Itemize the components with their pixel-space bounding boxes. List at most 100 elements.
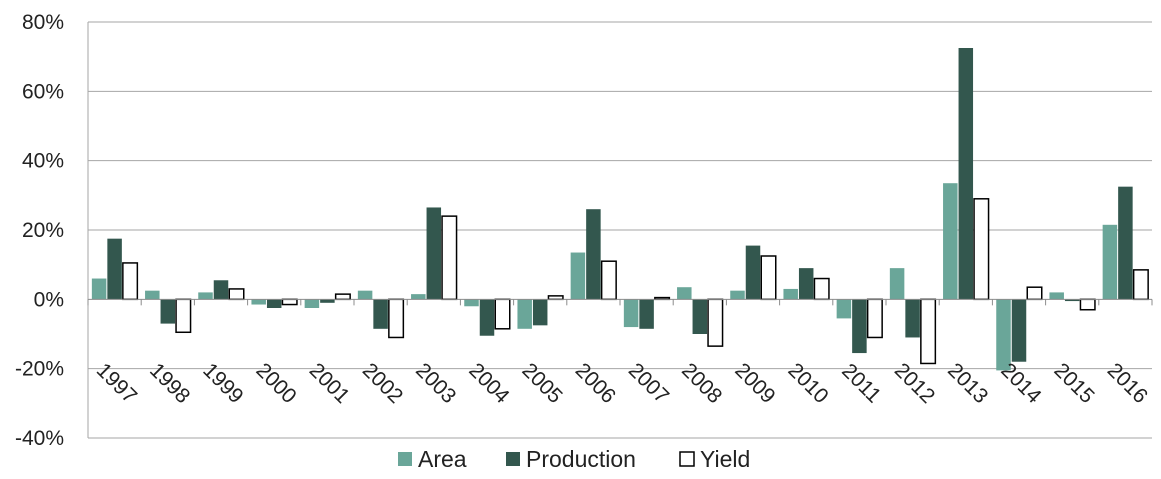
bar-production [479,299,495,336]
x-tick-label: 2010 [783,359,832,408]
legend-item-production: Production [506,446,636,472]
x-tick-label: 1999 [198,359,247,408]
bar-yield [1132,269,1149,301]
bar-yield [494,298,511,330]
bar-yield [441,215,458,301]
x-tick-label: 1998 [145,359,194,408]
bar-yield [600,260,617,301]
bar-production [905,299,920,338]
axes [87,22,1153,438]
bar-area [623,299,639,328]
x-axis-ticks: 1997 1998 1999 2000 2001 2002 2003 2004 2005 2006… [92,359,1152,409]
bar-yield [388,298,405,339]
bar-area [943,183,958,300]
legend-item-area: Area [398,446,467,472]
x-tick-label: 2012 [890,359,939,408]
x-tick-label: 2015 [1049,359,1098,408]
y-tick-label: -20% [15,358,64,381]
y-tick-label: 60% [22,80,64,103]
bar-area [1102,224,1118,300]
bar-production [426,207,442,300]
bar-yield [122,262,139,301]
x-tick-label: 1997 [92,359,141,408]
bar-yield [760,255,777,301]
bar-production [1118,186,1133,300]
bar-yield [866,298,883,339]
x-tick-label: 2002 [358,359,407,408]
y-tick-label: 20% [22,219,64,242]
legend-swatch [506,452,520,466]
bar-area [783,288,798,300]
legend-swatch [679,451,695,467]
bar-area [198,292,213,300]
bar-production [692,299,708,334]
bar-production [373,299,388,329]
bar-production [586,209,601,300]
bar-yield [1079,298,1096,311]
bar-area [91,278,107,300]
bar-yield [813,277,830,301]
bar-area [464,299,479,307]
y-tick-label: 0% [34,288,64,311]
y-tick-label: 40% [22,150,64,173]
x-tick-label: 2014 [996,359,1046,409]
bar-area [836,299,852,319]
bar-production [852,299,867,354]
bar-area [145,290,160,300]
bar-production [1011,299,1027,362]
x-tick-label: 2008 [677,359,726,408]
bar-production [1064,299,1080,302]
bar-production [532,299,548,326]
bar-area [730,290,745,300]
bar-yield [334,293,351,301]
y-axis-ticks: -40% -20% 0% 20% 40% 60% 80% [15,11,64,450]
bar-production [320,299,335,303]
bar-yield [920,298,937,365]
bar-yield [281,298,298,306]
x-tick-label: 2005 [517,359,566,408]
x-tick-label: 2016 [1103,359,1152,408]
bar-area [677,287,692,300]
bar-yield [175,298,192,334]
bar-production [213,280,229,300]
bar-yield [228,288,245,301]
bar-yield [1026,286,1043,301]
bar-area [357,290,373,300]
x-tick-label: 2004 [464,359,514,409]
x-tick-label: 2011 [837,359,885,407]
legend-label: Area [418,446,467,472]
bar-area [517,299,532,329]
x-tick-label: 2006 [571,359,620,408]
bar-area [1049,292,1064,300]
gridlines [88,21,1152,439]
bar-production [107,238,122,300]
bar-production [958,48,974,300]
legend: Area Production Yield [398,446,750,472]
bar-yield [547,295,564,301]
x-tick-label: 2013 [943,359,992,408]
bar-production [798,268,814,300]
y-tick-label: 80% [22,11,64,34]
y-tick-label: -40% [15,427,64,450]
bar-area [304,299,320,308]
bar-yield [707,298,724,347]
x-tick-label: 2007 [624,359,673,408]
bar-production [160,299,176,324]
bar-production [745,245,761,300]
bar-area [570,252,586,300]
bar-yield [973,198,990,301]
bar-area [251,299,266,305]
legend-item-yield: Yield [679,446,750,472]
bar-production [639,299,654,329]
x-tick-label: 2003 [411,359,460,408]
x-tick-label: 2000 [251,359,300,408]
bars [91,48,1149,371]
bar-production [266,299,282,308]
legend-label: Yield [700,446,750,472]
x-tick-label: 2009 [730,359,779,408]
legend-swatch [398,452,412,466]
bar-area [889,268,905,300]
bar-area [996,299,1011,371]
